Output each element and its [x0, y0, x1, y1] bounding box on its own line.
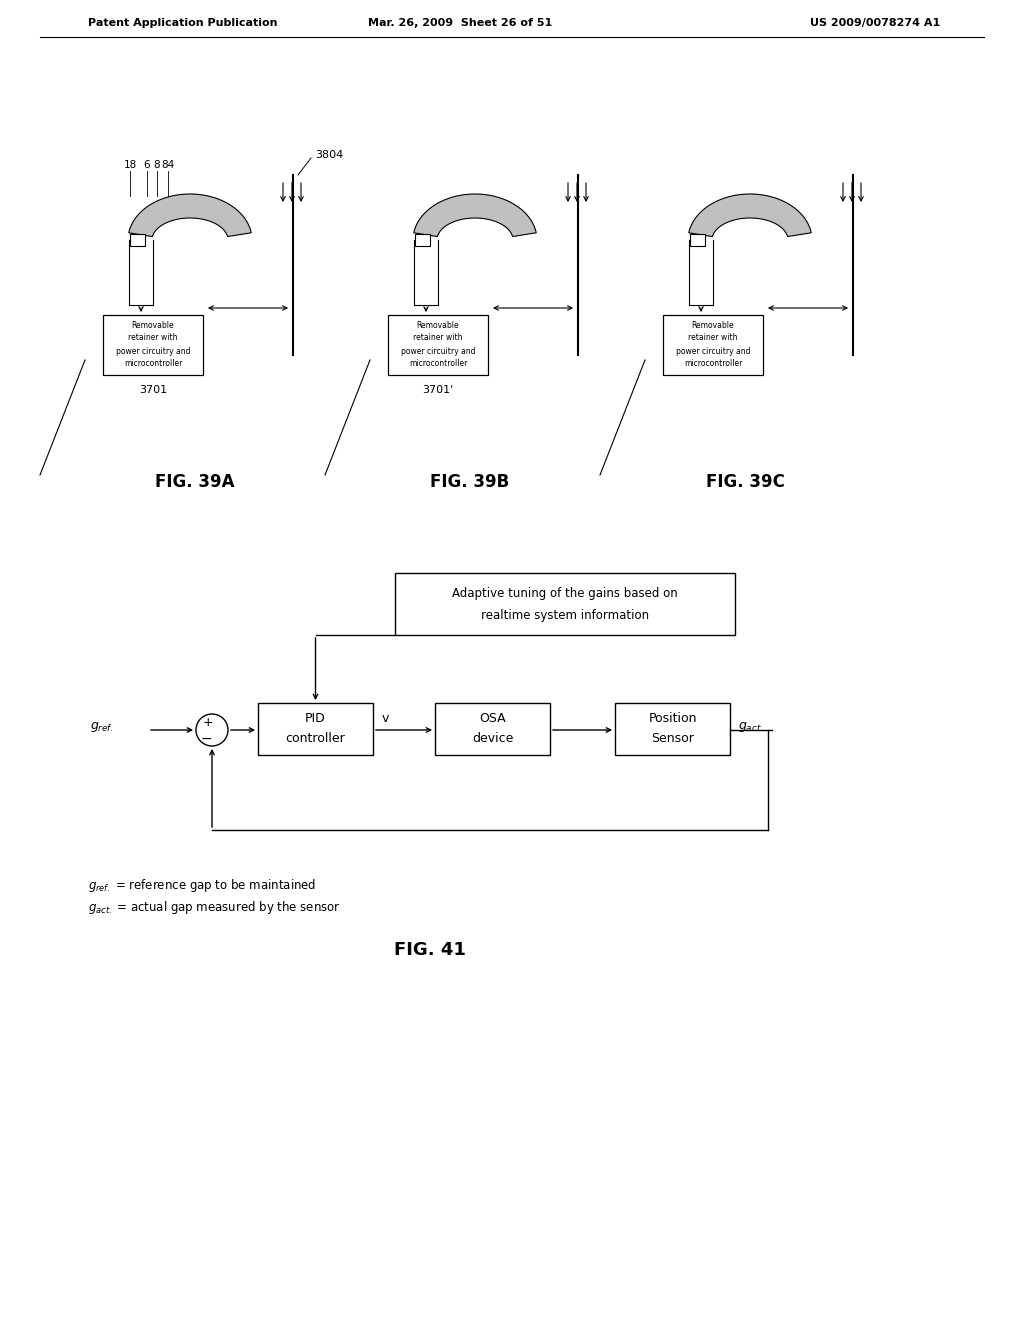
Circle shape — [196, 714, 228, 746]
Text: 3701': 3701' — [422, 385, 454, 395]
Bar — [435, 704, 550, 755]
Text: controller: controller — [286, 733, 345, 746]
Text: Removable: Removable — [132, 321, 174, 330]
Text: +: + — [203, 717, 213, 730]
Bar — [258, 704, 373, 755]
Text: $g_{ref.}$ = reference gap to be maintained: $g_{ref.}$ = reference gap to be maintai… — [88, 876, 316, 894]
Text: OSA: OSA — [479, 713, 506, 726]
Text: 8: 8 — [154, 160, 161, 170]
Text: retainer with: retainer with — [128, 334, 178, 342]
Text: FIG. 39A: FIG. 39A — [156, 473, 234, 491]
Text: Removable: Removable — [691, 321, 734, 330]
Text: Sensor: Sensor — [651, 733, 694, 746]
Text: 6: 6 — [143, 160, 151, 170]
Text: power circuitry and: power circuitry and — [676, 346, 751, 355]
Text: PID: PID — [305, 713, 326, 726]
Text: Position: Position — [648, 713, 696, 726]
Text: power circuitry and: power circuitry and — [116, 346, 190, 355]
Text: US 2009/0078274 A1: US 2009/0078274 A1 — [810, 18, 940, 28]
Polygon shape — [129, 194, 251, 236]
Text: retainer with: retainer with — [414, 334, 463, 342]
Text: retainer with: retainer with — [688, 334, 737, 342]
Text: $g_{act.}$: $g_{act.}$ — [738, 719, 763, 734]
Text: Patent Application Publication: Patent Application Publication — [88, 18, 278, 28]
Text: microcontroller: microcontroller — [684, 359, 742, 368]
Polygon shape — [414, 194, 537, 236]
Text: FIG. 41: FIG. 41 — [394, 941, 466, 960]
Bar — [130, 234, 145, 246]
Text: FIG. 39B: FIG. 39B — [430, 473, 510, 491]
Text: $g_{ref.}$: $g_{ref.}$ — [90, 719, 114, 734]
Text: 18: 18 — [123, 160, 136, 170]
Text: microcontroller: microcontroller — [409, 359, 467, 368]
Text: 3701: 3701 — [139, 385, 167, 395]
Text: power circuitry and: power circuitry and — [400, 346, 475, 355]
Text: 84: 84 — [162, 160, 175, 170]
Text: Removable: Removable — [417, 321, 460, 330]
Bar — [690, 234, 705, 246]
Bar — [415, 234, 430, 246]
Text: FIG. 39C: FIG. 39C — [706, 473, 784, 491]
Text: −: − — [200, 733, 212, 746]
Text: microcontroller: microcontroller — [124, 359, 182, 368]
Polygon shape — [689, 194, 811, 236]
Text: Mar. 26, 2009  Sheet 26 of 51: Mar. 26, 2009 Sheet 26 of 51 — [368, 18, 552, 28]
Bar — [388, 315, 488, 375]
Text: v: v — [381, 713, 389, 726]
Text: realtime system information: realtime system information — [481, 609, 649, 622]
Text: $g_{act.}$ = actual gap measured by the sensor: $g_{act.}$ = actual gap measured by the … — [88, 899, 341, 916]
Text: device: device — [472, 733, 513, 746]
Bar — [615, 704, 730, 755]
Bar — [663, 315, 763, 375]
Text: Adaptive tuning of the gains based on: Adaptive tuning of the gains based on — [453, 586, 678, 599]
Bar — [103, 315, 203, 375]
Text: 3804: 3804 — [315, 150, 343, 160]
Bar — [395, 573, 735, 635]
